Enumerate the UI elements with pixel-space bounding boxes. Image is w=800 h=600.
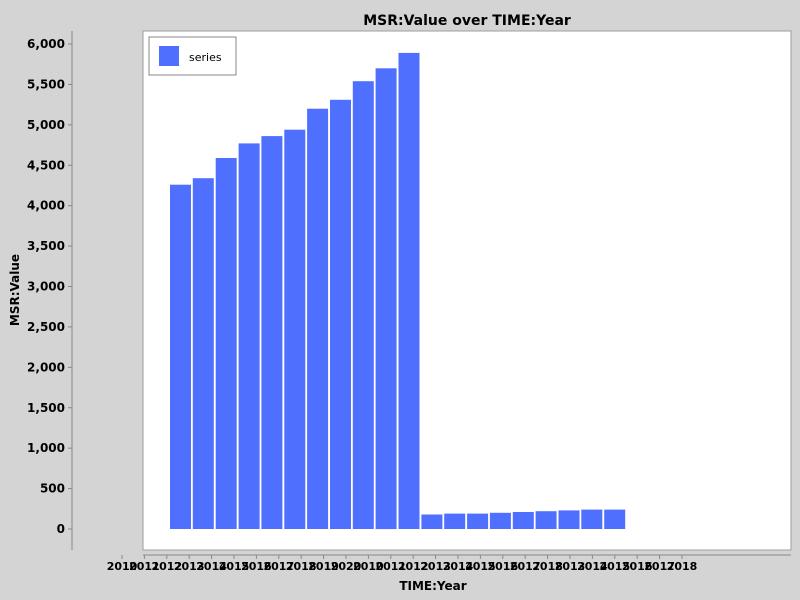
bar bbox=[307, 108, 329, 529]
bar bbox=[489, 512, 511, 529]
x-tick-label: 2016 bbox=[487, 560, 518, 573]
x-tick-label: 2019 bbox=[308, 560, 339, 573]
y-tick-label: 5,000 bbox=[27, 118, 65, 132]
x-tick-label: 2017 bbox=[644, 560, 675, 573]
x-tick-label: 2015 bbox=[219, 560, 250, 573]
x-tick-label: 2013 bbox=[420, 560, 451, 573]
bar bbox=[215, 158, 237, 529]
bar bbox=[512, 512, 534, 529]
x-tick-label: 2020 bbox=[331, 560, 362, 573]
x-tick-label: 2016 bbox=[241, 560, 272, 573]
y-tick-label: 2,500 bbox=[27, 320, 65, 334]
bars-group bbox=[170, 52, 626, 530]
x-tick-label: 2018 bbox=[667, 560, 698, 573]
x-tick-label: 2014 bbox=[196, 560, 227, 573]
y-tick-label: 0 bbox=[57, 522, 65, 536]
x-tick-label: 2011 bbox=[129, 560, 160, 573]
bar bbox=[535, 511, 557, 529]
y-tick-label: 1,500 bbox=[27, 401, 65, 415]
bar bbox=[581, 509, 603, 529]
bar bbox=[444, 513, 466, 529]
y-tick-label: 2,000 bbox=[27, 360, 65, 374]
y-tick-label: 6,000 bbox=[27, 37, 65, 51]
x-tick-label: 2015 bbox=[465, 560, 496, 573]
x-tick-label: 2018 bbox=[286, 560, 317, 573]
x-tick-label: 2013 bbox=[555, 560, 586, 573]
y-tick-label: 4,000 bbox=[27, 199, 65, 213]
bar bbox=[330, 99, 351, 530]
x-tick-label: 2014 bbox=[443, 560, 474, 573]
x-tick-label: 2011 bbox=[375, 560, 406, 573]
y-axis-label: MSR:Value bbox=[8, 254, 22, 326]
x-tick-label: 2016 bbox=[622, 560, 653, 573]
x-tick-label: 2012 bbox=[398, 560, 429, 573]
y-tick-label: 3,000 bbox=[27, 280, 65, 294]
y-axis-ticks: 0 500 1,000 1,500 2,000 2,500 3,000 3,500 4,000 4… bbox=[27, 37, 72, 536]
x-tick-label: 2012 bbox=[151, 560, 182, 573]
x-axis-ticks: 2010201120122013201420152016201720182019… bbox=[107, 555, 698, 573]
x-tick-label: 2015 bbox=[599, 560, 630, 573]
bar bbox=[375, 68, 397, 530]
bar bbox=[261, 136, 283, 529]
bar bbox=[398, 52, 420, 530]
legend: series bbox=[148, 36, 237, 76]
y-tick-label: 5,500 bbox=[27, 77, 65, 91]
legend-label: series bbox=[189, 51, 222, 64]
chart-title: MSR:Value over TIME:Year bbox=[363, 13, 571, 29]
x-tick-label: 2010 bbox=[107, 560, 138, 573]
x-tick-label: 2013 bbox=[174, 560, 205, 573]
x-axis-label: TIME:Year bbox=[399, 579, 466, 593]
x-tick-label: 2014 bbox=[577, 560, 608, 573]
bar bbox=[421, 514, 443, 529]
bar bbox=[192, 178, 214, 529]
bar bbox=[467, 513, 489, 529]
bar bbox=[604, 509, 626, 529]
x-tick-label: 2017 bbox=[510, 560, 541, 573]
x-tick-label: 2010 bbox=[353, 560, 384, 573]
bar bbox=[284, 129, 306, 529]
x-tick-label: 2017 bbox=[263, 560, 294, 573]
y-tick-label: 3,500 bbox=[27, 239, 65, 253]
y-tick-label: 500 bbox=[40, 482, 65, 496]
bar bbox=[238, 143, 260, 529]
legend-swatch bbox=[159, 46, 179, 66]
bar bbox=[558, 510, 580, 529]
bar bbox=[170, 184, 191, 529]
y-tick-label: 1,000 bbox=[27, 441, 65, 455]
x-tick-label: 2018 bbox=[532, 560, 563, 573]
bar bbox=[352, 81, 374, 529]
y-tick-label: 4,500 bbox=[27, 158, 65, 172]
